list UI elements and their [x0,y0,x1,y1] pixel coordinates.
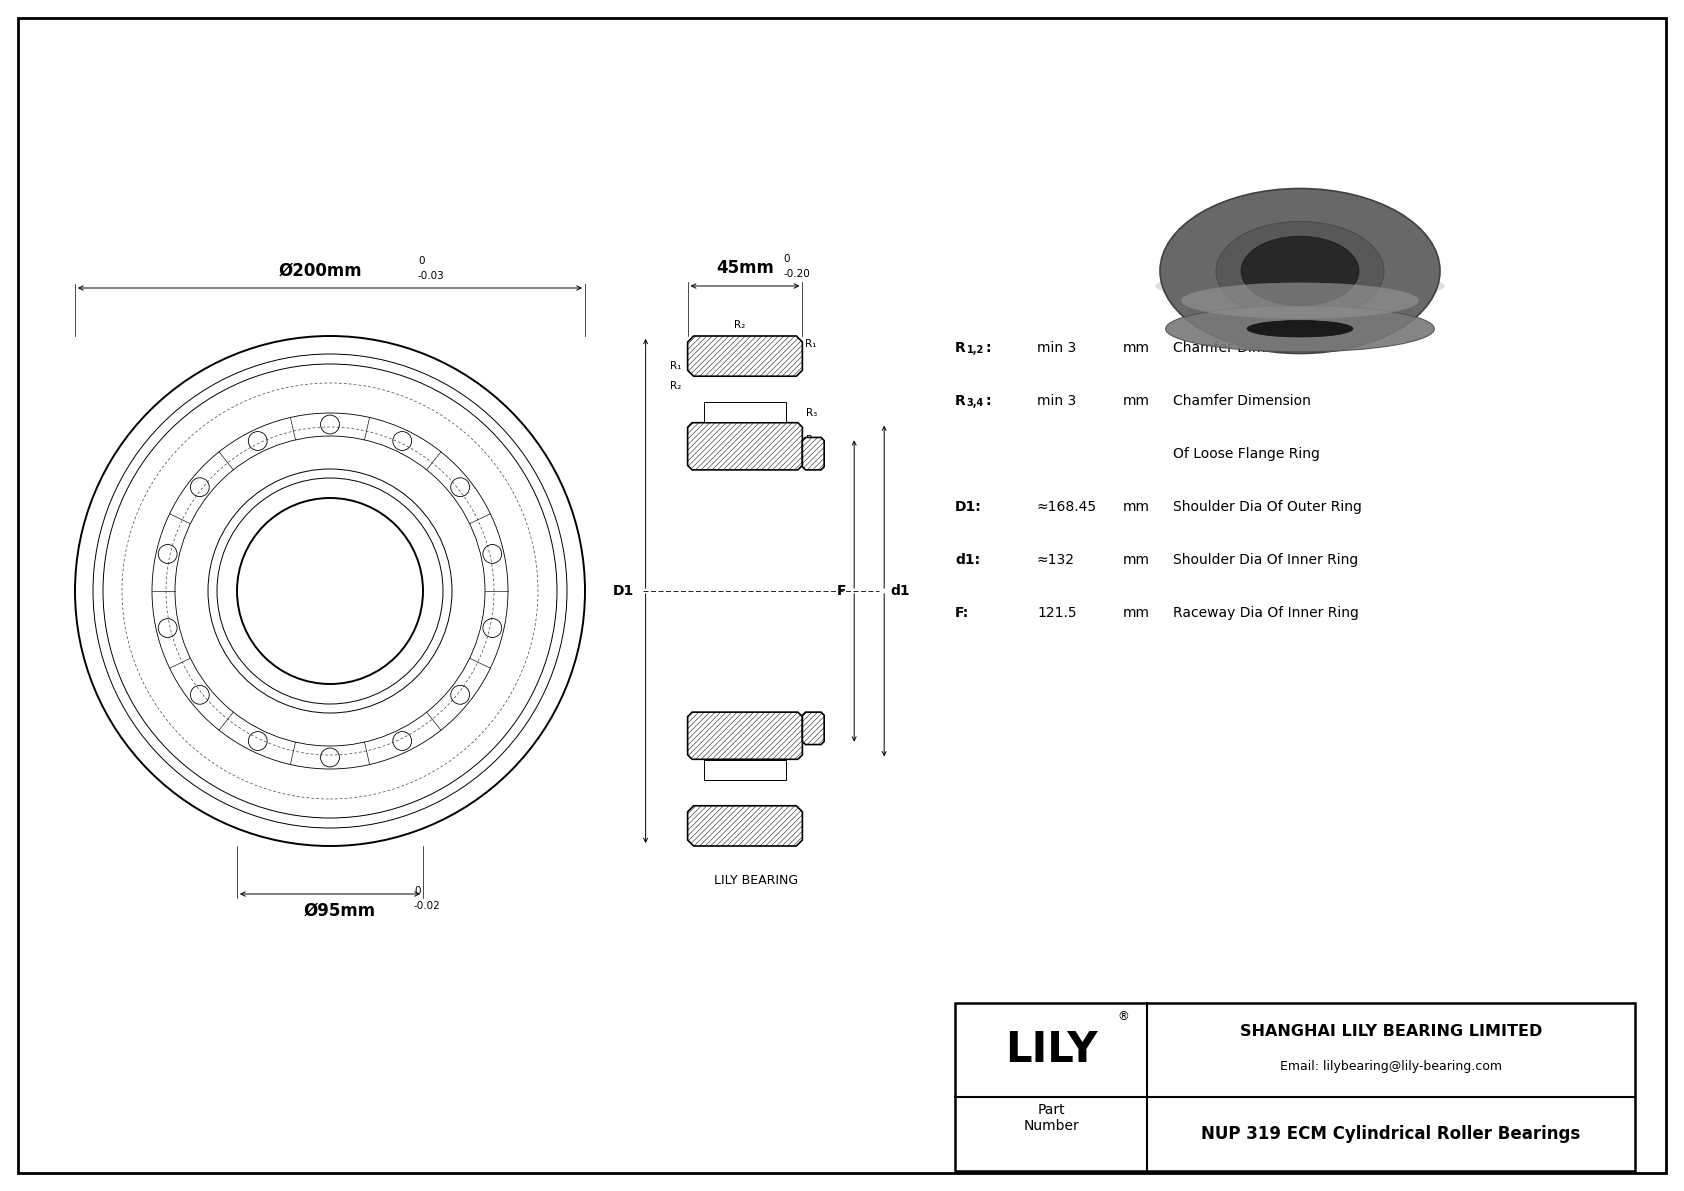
Text: NUP 319 ECM Cylindrical Roller Bearings: NUP 319 ECM Cylindrical Roller Bearings [1201,1125,1581,1143]
Text: R₄: R₄ [807,435,818,444]
Text: ®: ® [1116,1010,1128,1023]
Text: Raceway Dia Of Inner Ring: Raceway Dia Of Inner Ring [1174,606,1359,621]
Text: -0.03: -0.03 [418,272,445,281]
Bar [955,1003,1635,1171]
Text: Shoulder Dia Of Inner Ring: Shoulder Dia Of Inner Ring [1174,553,1359,567]
Text: LILY: LILY [1005,1029,1098,1071]
Polygon shape [687,806,802,846]
Text: ≈168.45: ≈168.45 [1037,500,1096,515]
Bar [704,760,786,780]
Text: min 3: min 3 [1037,341,1076,355]
Text: Of Loose Flange Ring: Of Loose Flange Ring [1174,447,1320,461]
Text: LILY BEARING: LILY BEARING [714,874,798,887]
Text: 0: 0 [783,254,790,264]
Polygon shape [802,437,823,470]
Text: Part
Number: Part Number [1024,1103,1079,1133]
Text: F: F [837,584,845,598]
Text: :: : [985,341,990,355]
Polygon shape [802,712,823,744]
Text: Ø200mm: Ø200mm [278,262,362,280]
Ellipse shape [1155,272,1445,301]
Text: ≈132: ≈132 [1037,553,1074,567]
Text: R₂: R₂ [670,381,682,391]
Text: 1,2: 1,2 [967,345,983,355]
Text: Chamfer Dimension: Chamfer Dimension [1174,394,1310,409]
Text: R₂: R₂ [734,320,746,330]
Ellipse shape [1165,306,1435,351]
Text: 121.5: 121.5 [1037,606,1076,621]
Text: D1: D1 [613,584,633,598]
Text: mm: mm [1123,500,1150,515]
Polygon shape [687,423,802,470]
Text: 3,4: 3,4 [967,398,983,409]
Text: R: R [955,394,965,409]
Text: D1:: D1: [955,500,982,515]
Text: F:: F: [955,606,970,621]
Ellipse shape [1180,282,1420,319]
Text: Chamfer Dimension: Chamfer Dimension [1174,341,1310,355]
Ellipse shape [1241,236,1359,306]
Text: R: R [955,341,965,355]
Text: :: : [985,394,990,409]
Text: R₁: R₁ [805,339,817,349]
Text: min 3: min 3 [1037,394,1076,409]
Text: d1:: d1: [955,553,980,567]
Text: 0: 0 [418,256,424,266]
Text: 45mm: 45mm [716,258,775,278]
Bar [704,403,786,422]
Text: -0.02: -0.02 [414,902,441,911]
Text: 0: 0 [414,886,421,896]
Text: SHANGHAI LILY BEARING LIMITED: SHANGHAI LILY BEARING LIMITED [1239,1024,1543,1039]
Text: Email: lilybearing@lily-bearing.com: Email: lilybearing@lily-bearing.com [1280,1060,1502,1073]
Ellipse shape [1248,320,1352,337]
Text: mm: mm [1123,394,1150,409]
Text: -0.20: -0.20 [783,269,810,279]
Text: mm: mm [1123,553,1150,567]
Text: Ø95mm: Ø95mm [303,902,376,919]
Ellipse shape [1160,188,1440,354]
Text: Shoulder Dia Of Outer Ring: Shoulder Dia Of Outer Ring [1174,500,1362,515]
Text: R₃: R₃ [807,407,818,418]
Text: d1: d1 [891,584,909,598]
Ellipse shape [1216,222,1384,320]
Polygon shape [687,336,802,376]
Polygon shape [687,712,802,760]
Text: mm: mm [1123,341,1150,355]
Text: R₁: R₁ [670,361,682,372]
Text: mm: mm [1123,606,1150,621]
